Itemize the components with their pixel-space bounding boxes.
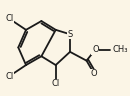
Text: O: O: [91, 69, 98, 78]
Text: CH₃: CH₃: [112, 45, 128, 54]
Text: O: O: [92, 45, 99, 54]
Text: Cl: Cl: [52, 79, 60, 88]
Text: S: S: [67, 30, 73, 39]
Text: Cl: Cl: [5, 72, 14, 81]
Text: Cl: Cl: [5, 14, 14, 23]
